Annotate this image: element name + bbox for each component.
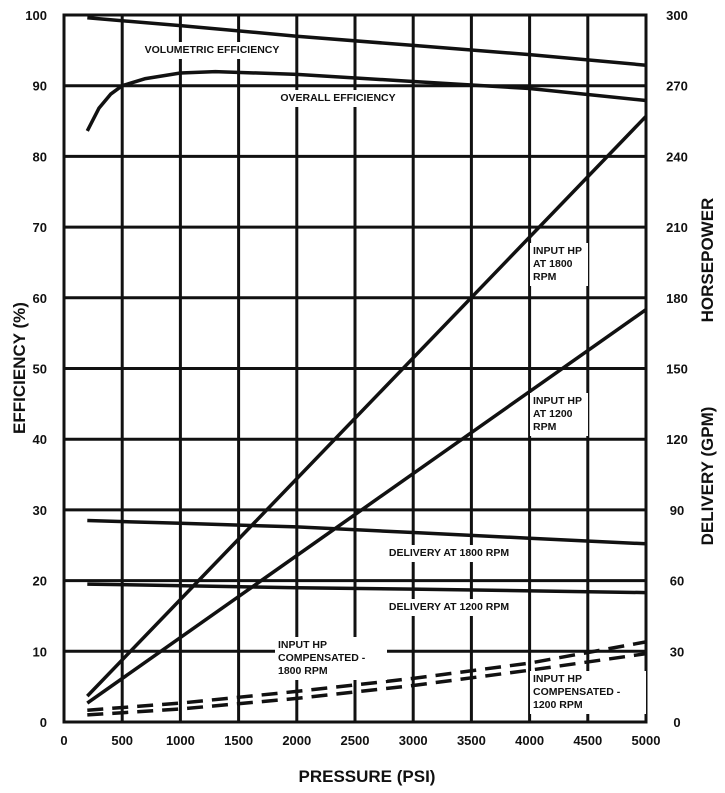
x-tick-label: 500 xyxy=(111,733,133,748)
curve-label-background xyxy=(530,393,588,436)
curve-label-comp1800: COMPENSATED - xyxy=(278,652,366,664)
series-line-input-hp-at-1800-rpm xyxy=(86,115,648,698)
series-line-delivery-at-1200-rpm xyxy=(87,582,647,595)
right-axis-title-delivery: DELIVERY (GPM) xyxy=(698,407,717,546)
y-left-tick-label: 50 xyxy=(33,362,47,377)
y-right-tick-label: 210 xyxy=(666,220,688,235)
series-lines xyxy=(85,16,648,717)
curve-label-background xyxy=(275,637,387,680)
x-tick-label: 2500 xyxy=(341,733,370,748)
y-left-tick-label: 60 xyxy=(33,291,47,306)
y-left-tick-label: 40 xyxy=(33,432,47,447)
curve-label-comp1200: INPUT HP xyxy=(533,673,582,685)
curve-label-hp1800: AT 1800 xyxy=(533,258,573,270)
curve-label-background xyxy=(530,243,588,286)
y-right-tick-label: 0 xyxy=(673,715,680,730)
curve-label-del1200: DELIVERY AT 1200 RPM xyxy=(389,601,509,613)
curve-label-comp1800: 1800 RPM xyxy=(278,665,328,677)
y-right-tick-label: 90 xyxy=(670,503,684,518)
x-tick-label: 4500 xyxy=(573,733,602,748)
curve-label-hp1200: AT 1200 xyxy=(533,408,573,420)
x-tick-label: 4000 xyxy=(515,733,544,748)
y-right-tick-label: 120 xyxy=(666,432,688,447)
y-left-tick-label: 100 xyxy=(25,8,47,23)
curve-labels: VOLUMETRIC EFFICIENCY OVERALL EFFICIENCY I… xyxy=(133,42,646,714)
x-axis-title: PRESSURE (PSI) xyxy=(299,767,436,786)
tick-labels: 0 500 1000 1500 2000 2500 3000 3500 4000 4500 5000… xyxy=(25,8,688,748)
right-axis-title-horsepower: HORSEPOWER xyxy=(698,198,717,323)
series-line-input-hp-compensated-1200-rpm xyxy=(87,651,647,717)
curve-label-vol_eff: VOLUMETRIC EFFICIENCY xyxy=(145,44,280,56)
curve-label-comp1800: INPUT HP xyxy=(278,639,327,651)
x-tick-label: 3500 xyxy=(457,733,486,748)
y-left-tick-label: 70 xyxy=(33,220,47,235)
series-line-input-hp-at-1200-rpm xyxy=(86,308,648,705)
curve-label-hp1200: RPM xyxy=(533,421,557,433)
grid xyxy=(62,13,648,724)
curve-label-background xyxy=(530,671,646,714)
series-line-overall-efficiency xyxy=(85,69,647,132)
curve-label-background xyxy=(270,90,406,107)
curve-label-del1800: DELIVERY AT 1800 RPM xyxy=(389,547,509,559)
y-right-tick-label: 150 xyxy=(666,362,688,377)
left-axis-title: EFFICIENCY (%) xyxy=(10,302,29,434)
y-left-tick-label: 0 xyxy=(40,715,47,730)
y-right-tick-label: 60 xyxy=(670,574,684,589)
series-line-volumetric-efficiency xyxy=(87,16,647,67)
y-right-tick-label: 300 xyxy=(666,8,688,23)
y-right-tick-label: 180 xyxy=(666,291,688,306)
curve-label-hp1800: RPM xyxy=(533,271,557,283)
curve-label-background xyxy=(133,42,291,59)
x-tick-label: 0 xyxy=(60,733,67,748)
x-tick-label: 2000 xyxy=(282,733,311,748)
curve-label-background xyxy=(379,599,519,616)
y-right-tick-label: 270 xyxy=(666,79,688,94)
y-right-tick-label: 240 xyxy=(666,149,688,164)
curve-label-hp1200: INPUT HP xyxy=(533,395,582,407)
y-left-tick-label: 10 xyxy=(33,644,47,659)
plot-frame xyxy=(62,13,648,724)
curve-label-comp1200: 1200 RPM xyxy=(533,699,583,711)
y-left-tick-label: 90 xyxy=(33,79,47,94)
y-left-tick-label: 20 xyxy=(33,574,47,589)
series-line-delivery-at-1800-rpm xyxy=(87,518,647,546)
series-line-input-hp-compensated-1800-rpm xyxy=(87,640,647,712)
curve-label-comp1200: COMPENSATED - xyxy=(533,686,621,698)
curve-label-background xyxy=(379,545,519,562)
x-tick-label: 1500 xyxy=(224,733,253,748)
y-left-tick-label: 30 xyxy=(33,503,47,518)
x-tick-label: 3000 xyxy=(399,733,428,748)
curve-label-overall_eff: OVERALL EFFICIENCY xyxy=(280,92,395,104)
x-tick-label: 5000 xyxy=(632,733,661,748)
curve-label-hp1800: INPUT HP xyxy=(533,245,582,257)
x-tick-label: 1000 xyxy=(166,733,195,748)
y-left-tick-label: 80 xyxy=(33,149,47,164)
y-right-tick-label: 30 xyxy=(670,644,684,659)
